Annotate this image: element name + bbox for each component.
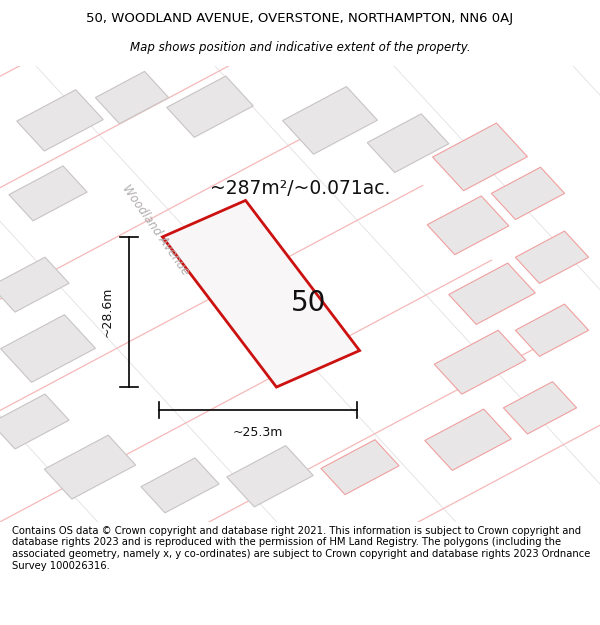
Text: Map shows position and indicative extent of the property.: Map shows position and indicative extent… [130, 41, 470, 54]
Polygon shape [44, 435, 136, 499]
Polygon shape [283, 86, 377, 154]
Polygon shape [434, 330, 526, 394]
Polygon shape [95, 71, 169, 124]
Text: 50: 50 [292, 289, 326, 317]
Polygon shape [425, 409, 511, 471]
Polygon shape [321, 439, 399, 494]
Polygon shape [227, 446, 313, 507]
Polygon shape [0, 394, 69, 449]
Polygon shape [503, 382, 577, 434]
Text: ~287m²/~0.071ac.: ~287m²/~0.071ac. [210, 179, 390, 198]
Polygon shape [515, 231, 589, 283]
Polygon shape [367, 114, 449, 172]
Text: ~28.6m: ~28.6m [101, 287, 114, 338]
Text: 50, WOODLAND AVENUE, OVERSTONE, NORTHAMPTON, NN6 0AJ: 50, WOODLAND AVENUE, OVERSTONE, NORTHAMP… [86, 12, 514, 25]
Polygon shape [163, 201, 359, 387]
Polygon shape [433, 123, 527, 191]
Polygon shape [427, 196, 509, 254]
Polygon shape [1, 314, 95, 382]
Polygon shape [9, 166, 87, 221]
Polygon shape [141, 458, 219, 513]
Polygon shape [0, 257, 69, 312]
Polygon shape [167, 76, 253, 138]
Polygon shape [491, 168, 565, 219]
Text: Contains OS data © Crown copyright and database right 2021. This information is : Contains OS data © Crown copyright and d… [12, 526, 590, 571]
Text: Woodland Avenue: Woodland Avenue [120, 182, 192, 278]
Polygon shape [449, 263, 535, 324]
Text: ~25.3m: ~25.3m [233, 426, 283, 439]
Polygon shape [515, 304, 589, 356]
Polygon shape [17, 90, 103, 151]
